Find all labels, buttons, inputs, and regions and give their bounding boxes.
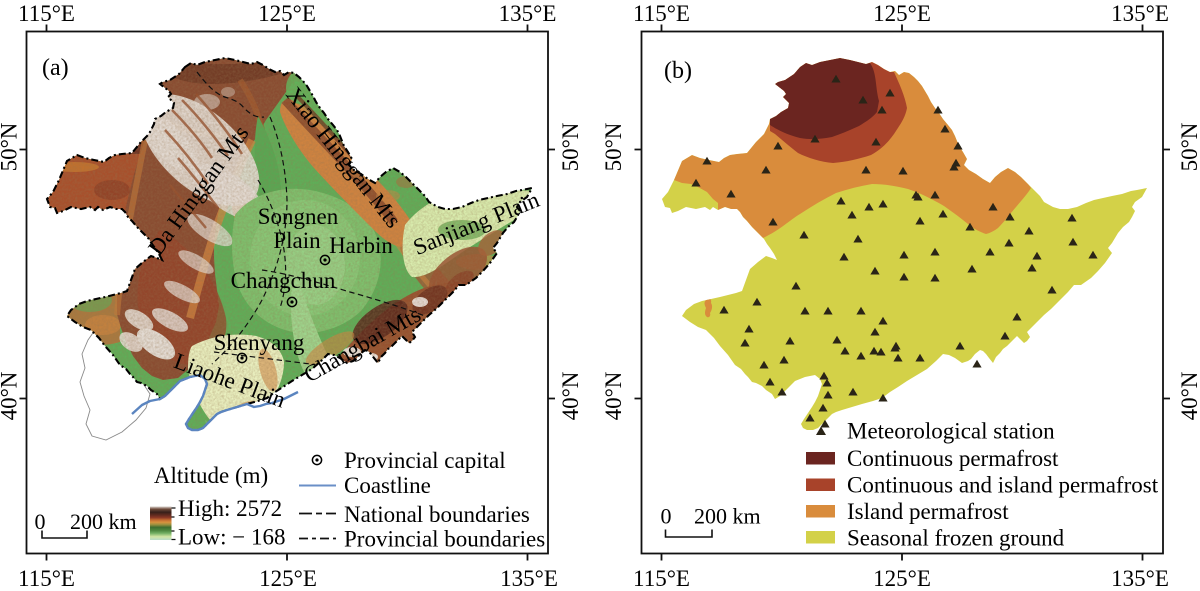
svg-text:125°E: 125°E: [259, 566, 317, 591]
svg-text:135°E: 135°E: [1111, 566, 1169, 591]
svg-text:135°E: 135°E: [1111, 1, 1169, 26]
svg-text:50°N: 50°N: [0, 122, 22, 171]
svg-text:Songnen: Songnen: [258, 204, 339, 229]
svg-text:115°E: 115°E: [633, 566, 690, 591]
svg-text:125°E: 125°E: [258, 1, 316, 26]
svg-text:(a): (a): [42, 55, 69, 81]
svg-text:50°N: 50°N: [558, 122, 583, 171]
svg-text:135°E: 135°E: [500, 566, 558, 591]
svg-text:Provincial capital: Provincial capital: [344, 448, 506, 473]
svg-text:Continuous and island permafro: Continuous and island permafrost: [847, 473, 1159, 498]
svg-text:40°N: 40°N: [0, 371, 22, 420]
svg-text:Island permafrost: Island permafrost: [847, 499, 1009, 524]
svg-text:Changchun: Changchun: [231, 268, 336, 293]
svg-text:Coastline: Coastline: [344, 473, 431, 498]
svg-text:0: 0: [661, 504, 672, 529]
svg-text:Shenyang: Shenyang: [214, 330, 305, 355]
svg-text:50°N: 50°N: [1177, 122, 1200, 171]
svg-text:0: 0: [35, 509, 46, 534]
svg-text:Seasonal frozen ground: Seasonal frozen ground: [847, 526, 1065, 551]
svg-text:125°E: 125°E: [873, 1, 931, 26]
svg-text:50°N: 50°N: [601, 122, 626, 171]
svg-text:Plain: Plain: [273, 228, 321, 253]
svg-text:115°E: 115°E: [18, 566, 75, 591]
svg-text:High: 2572: High: 2572: [178, 496, 282, 521]
svg-text:115°E: 115°E: [18, 1, 75, 26]
svg-text:200 km: 200 km: [694, 504, 761, 529]
svg-text:40°N: 40°N: [1177, 371, 1200, 420]
svg-text:200 km: 200 km: [70, 509, 137, 534]
svg-text:115°E: 115°E: [633, 1, 690, 26]
svg-text:40°N: 40°N: [601, 371, 626, 420]
svg-text:Low: − 168: Low: − 168: [178, 525, 286, 550]
svg-text:National boundaries: National boundaries: [344, 502, 530, 527]
svg-text:135°E: 135°E: [499, 1, 557, 26]
svg-text:(b): (b): [664, 58, 692, 84]
svg-text:40°N: 40°N: [558, 371, 583, 420]
svg-text:125°E: 125°E: [873, 566, 931, 591]
svg-text:Continuous permafrost: Continuous permafrost: [847, 446, 1059, 471]
svg-text:Altitude (m): Altitude (m): [154, 463, 268, 488]
svg-text:Meteorological station: Meteorological station: [847, 419, 1055, 444]
svg-text:Harbin: Harbin: [329, 233, 393, 258]
svg-text:Provincial boundaries: Provincial boundaries: [344, 527, 545, 552]
